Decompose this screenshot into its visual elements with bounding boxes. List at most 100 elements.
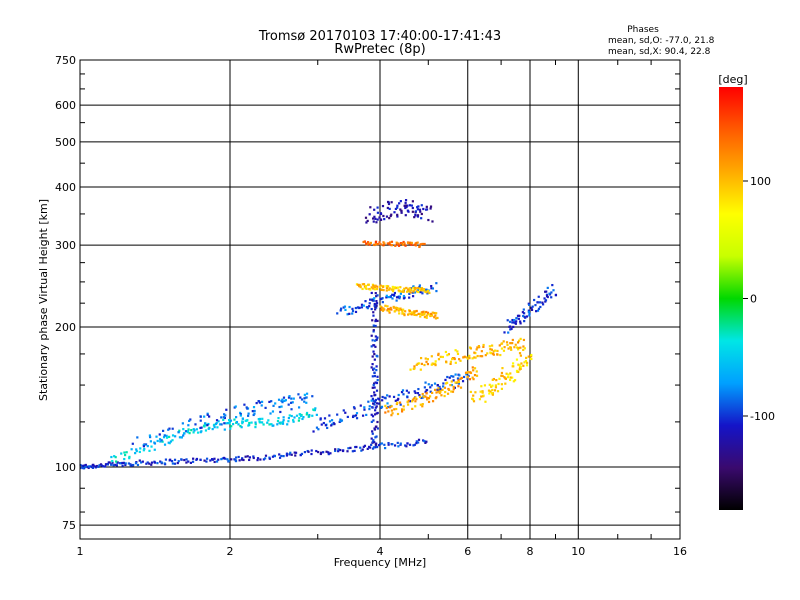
data-point xyxy=(312,408,315,411)
data-point xyxy=(241,417,244,420)
data-point xyxy=(373,302,376,306)
data-point xyxy=(421,405,424,408)
data-point xyxy=(425,208,428,211)
data-point xyxy=(390,201,393,204)
colorbar-ticks: -100 0 100 xyxy=(743,175,775,423)
data-point xyxy=(492,377,495,381)
x-tick-label: 2 xyxy=(227,545,234,558)
data-point xyxy=(530,306,533,309)
data-point xyxy=(334,448,337,451)
data-point xyxy=(287,420,290,423)
data-point xyxy=(523,361,526,364)
data-point xyxy=(339,419,342,423)
data-point xyxy=(182,434,185,437)
data-point xyxy=(551,283,554,287)
data-point xyxy=(367,283,370,286)
data-point xyxy=(396,206,399,209)
data-point xyxy=(191,460,195,463)
data-point xyxy=(402,408,406,411)
data-point xyxy=(395,308,398,311)
data-point xyxy=(417,362,421,365)
data-point xyxy=(431,220,434,223)
data-point xyxy=(344,411,347,414)
data-point xyxy=(396,204,399,207)
data-point xyxy=(110,455,113,459)
data-point xyxy=(141,460,144,463)
data-point xyxy=(413,365,416,368)
data-point xyxy=(482,345,485,348)
data-point xyxy=(500,383,503,386)
data-point xyxy=(384,446,387,450)
data-point xyxy=(405,205,408,209)
data-point xyxy=(114,463,117,466)
data-point xyxy=(527,355,530,358)
data-point xyxy=(527,311,530,314)
data-point xyxy=(385,289,388,292)
data-point xyxy=(373,394,376,397)
data-point xyxy=(416,392,420,395)
data-point xyxy=(447,388,451,392)
data-point xyxy=(354,445,357,449)
data-point xyxy=(397,307,400,310)
data-point xyxy=(406,204,409,207)
data-point xyxy=(437,353,440,357)
data-point xyxy=(476,354,479,358)
data-point xyxy=(369,298,372,301)
data-point xyxy=(472,378,475,381)
data-point xyxy=(489,390,492,393)
data-point xyxy=(153,448,156,451)
data-point xyxy=(491,352,495,355)
data-point xyxy=(273,454,276,458)
data-point xyxy=(239,413,242,416)
data-point xyxy=(376,206,379,209)
data-point xyxy=(247,412,250,415)
data-point xyxy=(104,465,107,468)
data-point xyxy=(468,354,471,357)
data-point xyxy=(277,398,281,401)
data-point xyxy=(418,284,421,287)
data-point xyxy=(319,452,322,456)
data-point xyxy=(374,319,377,323)
data-point xyxy=(397,242,400,245)
data-point xyxy=(390,414,393,417)
data-point xyxy=(170,460,174,463)
data-point xyxy=(360,303,364,306)
data-point xyxy=(196,431,200,434)
data-point xyxy=(414,396,417,399)
data-point xyxy=(374,217,377,220)
data-point xyxy=(228,420,231,424)
data-point xyxy=(328,414,331,417)
data-point xyxy=(451,357,454,361)
data-point xyxy=(399,292,402,295)
data-point xyxy=(161,440,164,443)
data-point xyxy=(376,375,379,378)
data-point xyxy=(371,355,374,358)
data-point xyxy=(517,363,520,366)
data-point xyxy=(292,420,295,423)
data-point xyxy=(132,463,135,467)
data-point xyxy=(160,461,163,464)
data-point xyxy=(189,461,192,464)
data-point xyxy=(180,436,183,439)
data-point xyxy=(395,306,398,309)
data-point xyxy=(374,308,377,311)
data-point xyxy=(425,316,428,319)
data-point xyxy=(424,395,427,398)
data-point xyxy=(527,309,530,312)
data-point xyxy=(398,289,402,293)
data-point xyxy=(518,352,522,355)
data-point xyxy=(420,204,423,207)
data-point xyxy=(420,217,423,220)
data-point xyxy=(441,388,444,392)
data-point xyxy=(363,406,366,409)
data-point xyxy=(512,365,515,368)
data-point xyxy=(284,399,287,402)
data-point xyxy=(378,216,381,219)
data-point xyxy=(186,430,189,434)
data-point xyxy=(515,320,518,323)
data-point xyxy=(424,390,427,393)
data-point xyxy=(511,321,514,324)
data-point xyxy=(320,423,323,426)
data-point xyxy=(411,398,415,401)
data-point xyxy=(430,287,433,290)
